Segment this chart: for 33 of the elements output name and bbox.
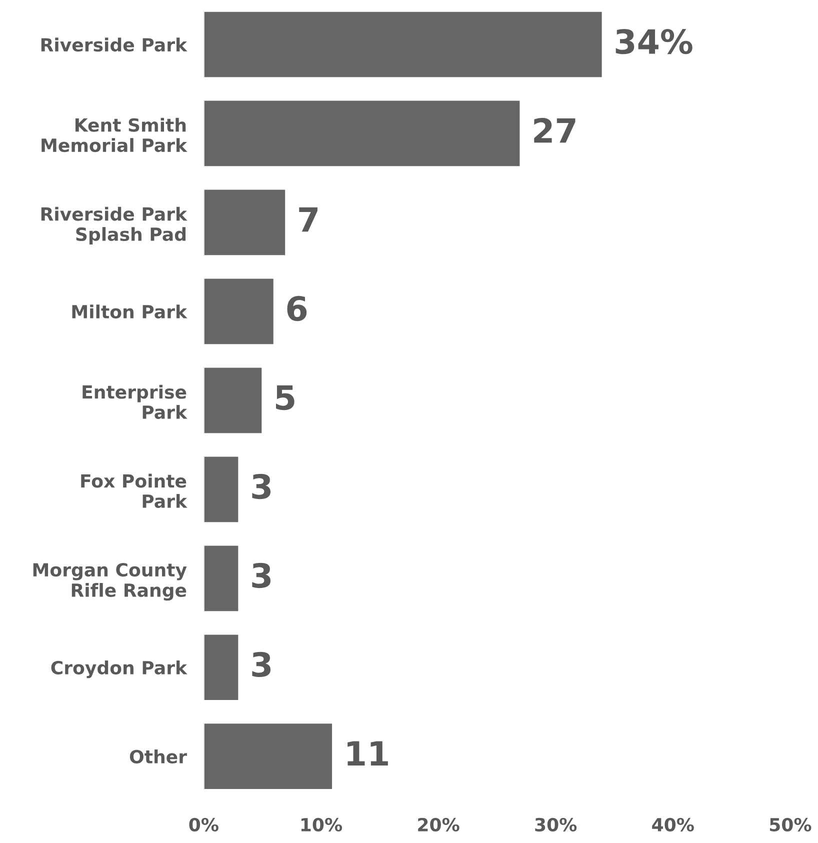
data-label: 5	[276, 385, 294, 410]
x-tick-label: 50%	[770, 818, 812, 832]
data-label: 27	[534, 118, 576, 143]
x-tick-label: 20%	[418, 818, 460, 832]
y-tick-label: Riverside Park Splash Pad	[41, 206, 188, 245]
bar	[204, 10, 604, 79]
bar	[204, 455, 240, 524]
data-label: 3	[252, 474, 271, 500]
data-label: 34%	[616, 28, 692, 54]
bar	[204, 722, 334, 790]
bar	[204, 188, 286, 257]
bar	[204, 99, 522, 168]
x-tick-label: 30%	[535, 818, 577, 832]
bar	[204, 633, 240, 702]
y-tick-label: Croydon Park	[51, 660, 188, 678]
data-label: 7	[299, 207, 318, 232]
x-tick-label: 40%	[652, 818, 694, 832]
data-label: 6	[287, 296, 307, 322]
data-label: 11	[348, 741, 388, 766]
bar	[204, 544, 240, 612]
bar	[204, 277, 275, 346]
y-tick-label: Riverside Park	[41, 38, 188, 52]
data-label: 3	[252, 652, 271, 678]
x-tick-label: 0%	[189, 818, 218, 832]
y-tick-label: Morgan County Rifle Range	[33, 562, 187, 601]
bar	[204, 366, 264, 434]
data-label: 3	[252, 562, 271, 588]
y-tick-label: Enterprise Park	[82, 384, 188, 420]
x-tick-label: 10%	[301, 818, 342, 832]
y-tick-label: Kent Smith Memorial Park	[42, 118, 188, 152]
y-tick-label: Milton Park	[72, 304, 188, 319]
y-tick-label: Other	[130, 750, 187, 764]
y-tick-label: Fox Pointe Park	[81, 474, 188, 508]
